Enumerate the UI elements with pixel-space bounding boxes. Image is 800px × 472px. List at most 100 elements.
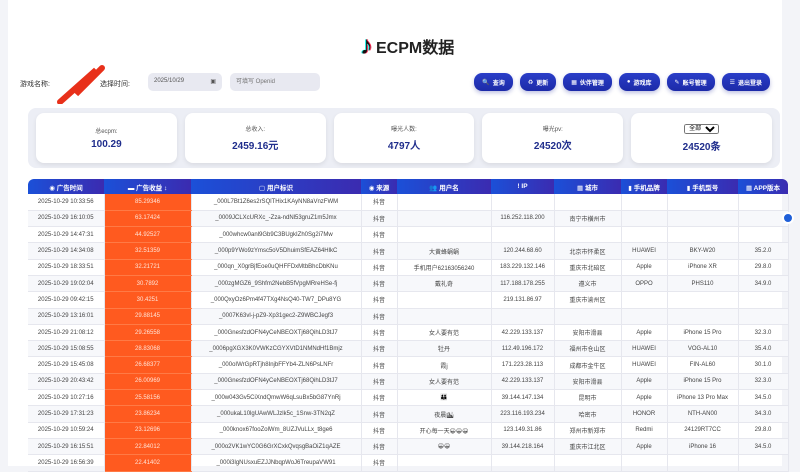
page: ♪ ECPM数据 游戏名称: 选择时间: 2025/10/29 ▣ 🔍查询 ♻更新…: [8, 0, 789, 472]
cell-ad-revenue: 26.00969: [104, 373, 192, 391]
cell-ip: 42.229.133.137: [491, 324, 555, 342]
update-button[interactable]: ♻ 更新: [519, 73, 557, 91]
cell-phone-brand: Apple: [621, 389, 668, 407]
cell-ad-time: 2025-10-29 10:33:56: [28, 194, 105, 211]
tiktok-logo-icon: ♪: [360, 30, 373, 60]
cell-app-version: 29.8.0: [738, 259, 789, 276]
cell-ad-revenue: 22.84012: [104, 438, 192, 456]
game-name-label: 游戏名称:: [20, 81, 50, 88]
toolbar: 🔍 查询 ♻ 更新 ▦ 伙伴管理 ● 游戏库 ✎ 账号管理 ☰ 退出登录: [474, 73, 770, 91]
cell-ip: 223.116.193.234: [491, 405, 555, 423]
cell-user-id: _000GnesfzdOFN4yCeNBEOXTj68QihLD3tJ7: [191, 324, 362, 342]
cell-source: 抖音: [361, 373, 398, 391]
update-label: 更新: [536, 80, 549, 87]
cell-source: 抖音: [361, 340, 398, 358]
cell-ad-time: 2025-10-29 16:15:51: [28, 438, 105, 456]
cell-phone-model: iPhone 16: [667, 438, 739, 456]
cell-app-version: 32.3.0: [738, 324, 789, 342]
openid-input[interactable]: [230, 73, 320, 91]
cell-source: 抖音: [361, 226, 398, 244]
stat-label: 总ecpm:: [95, 129, 118, 135]
table-row: 2025-10-29 13:16:01 29.88145 _0007K63vl-j-…: [28, 308, 789, 325]
cell-ip: [491, 226, 555, 244]
cell-ad-revenue: 32.51359: [104, 242, 192, 260]
column-header-source[interactable]: ◉ 来源: [361, 179, 397, 194]
stat-value: 24520条: [682, 141, 721, 153]
cell-ad-revenue: 28.83068: [104, 340, 192, 358]
cell-phone-model: [667, 194, 739, 211]
table-row: 2025-10-29 14:47:31 44.92527 _000whcw0anl9…: [28, 226, 789, 244]
logout-icon: ☰: [729, 79, 735, 86]
stat-value: 2459.16元: [232, 141, 279, 152]
date-input[interactable]: 2025/10/29 ▣: [148, 73, 222, 91]
cell-phone-brand: [621, 454, 668, 472]
column-header-phone-brand[interactable]: ▮ 手机品牌: [621, 179, 667, 194]
column-label: 用户名: [439, 184, 459, 192]
column-header-user-id[interactable]: ▢ 用户标识: [191, 179, 361, 194]
sort-icon[interactable]: ↕: [163, 184, 168, 192]
cell-ip: 39.144.147.134: [491, 389, 555, 407]
column-header-ad-time[interactable]: ◉ 广告时间: [28, 179, 104, 194]
column-header-city[interactable]: ▦ 城市: [554, 179, 621, 194]
table-row: 2025-10-29 18:33:51 32.21721 _000qn_X0grBj…: [28, 259, 789, 276]
cell-username: 大黄蜂蜗蜗: [397, 242, 492, 260]
game-library-button[interactable]: ● 游戏库: [618, 73, 660, 91]
logout-button[interactable]: ☰ 退出登录: [721, 73, 770, 91]
query-button[interactable]: 🔍 查询: [474, 73, 513, 91]
stat-total-ecpm: 总ecpm: 100.29: [36, 113, 177, 163]
calendar-icon[interactable]: ▣: [210, 79, 216, 85]
cell-source: 抖音: [361, 438, 398, 456]
ecpm-table: ◉ 广告时间 ▬ 广告收益 ↕ ▢ 用户标识 ◉ 来源 👥 用户名! IP ▦ 城市 ▮ 手…: [28, 179, 789, 472]
account-management-button[interactable]: ✎ 账号管理: [666, 73, 715, 91]
table-row: 2025-10-29 14:34:08 32.51359 _000p9YWo9zYm…: [28, 242, 789, 260]
cell-username: 👪: [397, 389, 492, 407]
cell-city: 安阳市滑县: [554, 324, 622, 342]
cell-app-version: 35.2.0: [738, 242, 789, 260]
cell-phone-brand: HUAWEI: [621, 340, 668, 358]
column-header-phone-model[interactable]: ▮ 手机型号: [667, 179, 738, 194]
cell-phone-model: iPhone 13 Pro Max: [667, 389, 739, 407]
column-label: 来源: [376, 184, 390, 192]
cell-ad-revenue: 25.58156: [104, 389, 192, 407]
cell-city: 重庆市江北区: [554, 438, 622, 456]
cell-city: 成都市金牛区: [554, 356, 622, 374]
cell-source: 抖音: [361, 210, 398, 228]
cell-phone-model: VOG-AL10: [667, 340, 739, 358]
cell-phone-model: BKY-W20: [667, 242, 739, 260]
column-header-app-version[interactable]: ▦ APP版本: [738, 179, 788, 194]
table-row: 2025-10-29 19:02:04 30.7892 _000zgMGZ6_9Sh…: [28, 275, 789, 293]
cell-phone-model: [667, 226, 739, 244]
cell-phone-brand: HONOR: [621, 405, 668, 423]
cell-phone-brand: Apple: [621, 259, 668, 276]
cell-username: [397, 308, 492, 325]
cell-ad-revenue: 63.17424: [104, 210, 192, 228]
cell-app-version: [738, 194, 789, 211]
partner-management-button[interactable]: ▦ 伙伴管理: [563, 73, 612, 91]
column-header-username[interactable]: 👥 用户名: [397, 179, 491, 194]
key-icon: ✎: [674, 79, 680, 86]
column-header-ip[interactable]: ! IP: [491, 179, 554, 194]
query-label: 查询: [492, 80, 505, 87]
cell-user-id: _000o2VK1wYC0G6GrXCxkQvqsgBaOiZ1qAZE: [191, 438, 362, 456]
cell-source: 抖音: [361, 291, 398, 309]
cell-app-version: [738, 210, 789, 228]
page-title: ECPM数据: [376, 39, 455, 57]
table-row: 2025-10-29 20:43:42 26.00969 _000GnesfzdOF…: [28, 373, 789, 391]
chat-bubble-button[interactable]: [782, 212, 794, 224]
cell-ad-time: 2025-10-29 16:56:39: [28, 454, 105, 472]
cell-username: 霞j: [397, 356, 492, 374]
cell-city: 昆明市: [554, 389, 622, 407]
cell-ad-time: 2025-10-29 17:31:23: [28, 405, 105, 423]
filter-select[interactable]: 全部: [684, 123, 720, 134]
column-header-ad-revenue[interactable]: ▬ 广告收益 ↕: [104, 179, 191, 194]
cell-phone-brand: [621, 291, 668, 309]
stat-record-count: 全部 24520条: [631, 113, 772, 163]
cell-ad-time: 2025-10-29 14:34:08: [28, 242, 105, 260]
table-row: 2025-10-29 10:59:24 23.12696 _000knox67foo…: [28, 422, 789, 439]
cell-phone-model: PHS110: [667, 275, 739, 293]
column-icon: 👥: [429, 184, 438, 192]
cell-phone-brand: Apple: [621, 373, 668, 391]
cell-source: 抖音: [361, 259, 398, 276]
cell-ad-revenue: 23.12696: [104, 422, 192, 439]
cell-ad-time: 2025-10-29 20:43:42: [28, 373, 105, 391]
